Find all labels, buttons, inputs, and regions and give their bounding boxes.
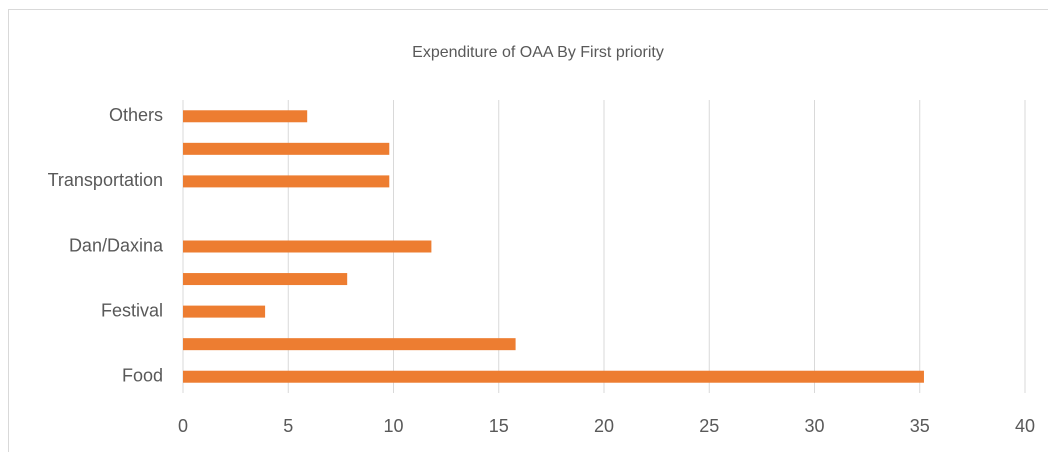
chart-border bbox=[8, 9, 1048, 452]
bar bbox=[183, 370, 924, 383]
bar bbox=[183, 273, 348, 286]
x-tick-label: 25 bbox=[699, 416, 719, 436]
y-tick-label: Transportation bbox=[48, 170, 163, 190]
x-tick-label: 5 bbox=[283, 416, 293, 436]
bar bbox=[183, 110, 308, 123]
y-tick-label: Dan/Daxina bbox=[69, 235, 164, 255]
y-tick-label: Festival bbox=[101, 300, 163, 320]
chart-title: Expenditure of OAA By First priority bbox=[412, 44, 664, 61]
x-tick-label: 20 bbox=[594, 416, 614, 436]
bar bbox=[183, 175, 390, 188]
bar bbox=[183, 240, 432, 253]
x-tick-label: 0 bbox=[178, 416, 188, 436]
y-tick-label: Others bbox=[109, 105, 163, 125]
x-tick-label: 10 bbox=[383, 416, 403, 436]
x-tick-label: 40 bbox=[1015, 416, 1035, 436]
y-tick-label: Food bbox=[122, 365, 163, 385]
bar bbox=[183, 338, 516, 351]
x-tick-label: 30 bbox=[804, 416, 824, 436]
bar bbox=[183, 305, 266, 318]
x-tick-label: 15 bbox=[489, 416, 509, 436]
x-tick-label: 35 bbox=[910, 416, 930, 436]
bar bbox=[183, 142, 390, 155]
